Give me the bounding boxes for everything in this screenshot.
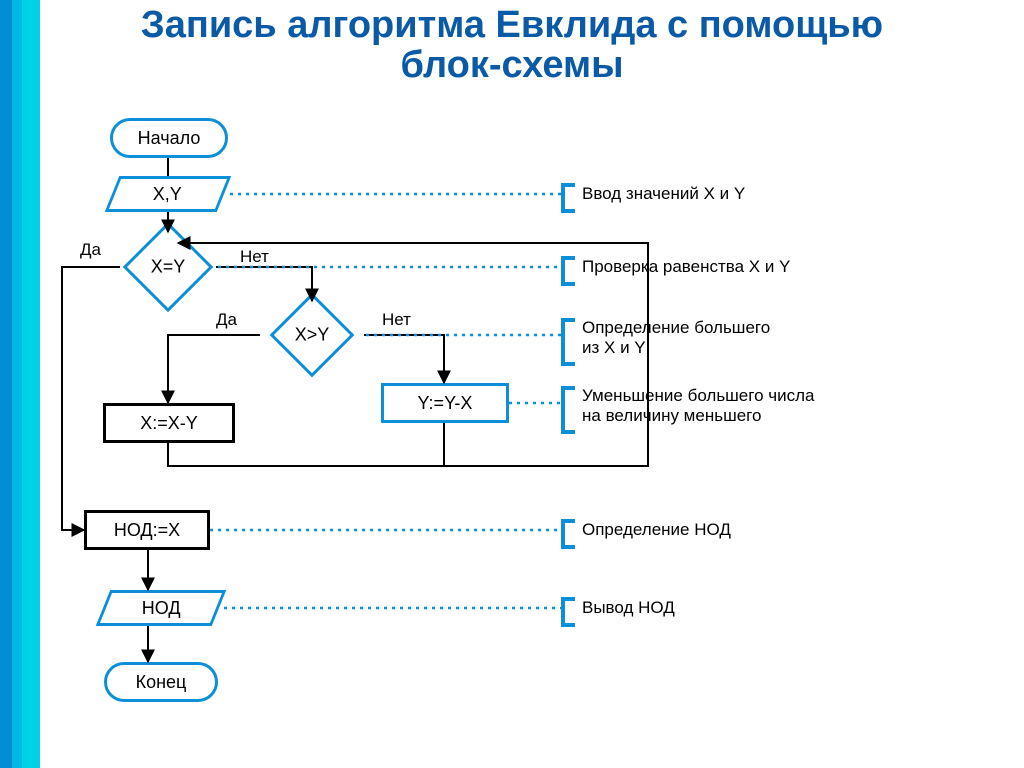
bracket-input — [561, 183, 575, 213]
label-eq-yes: Да — [80, 240, 101, 260]
legend-sub: Уменьшение большего числа на величину ме… — [582, 386, 815, 426]
left-ribbon — [0, 0, 40, 768]
bracket-gt — [561, 318, 575, 366]
node-xsub: X:=X-Y — [103, 403, 235, 443]
legend-nodset: Определение НОД — [582, 520, 731, 540]
node-eq: X=Y — [120, 232, 216, 302]
legend-gt-l1: Определение большего — [582, 318, 770, 337]
slide-frame: Запись алгоритма Евклида с помощью блок-… — [0, 0, 1024, 768]
label-gt-yes: Да — [216, 310, 237, 330]
node-gt-label: X>Y — [295, 325, 330, 346]
node-end: Конец — [104, 662, 218, 702]
node-start: Начало — [110, 118, 228, 158]
node-gt: X>Y — [260, 301, 364, 369]
node-ysub: Y:=Y-X — [381, 383, 509, 423]
label-eq-no: Нет — [240, 247, 269, 267]
node-eq-label: X=Y — [151, 257, 186, 278]
node-xsub-label: X:=X-Y — [140, 413, 198, 434]
node-nodset: НОД:=X — [84, 510, 210, 550]
legend-sub-l2: на величину меньшего — [582, 406, 761, 425]
legend-gt: Определение большего из X и Y — [582, 318, 770, 358]
node-input-label: X,Y — [153, 184, 182, 205]
label-gt-no: Нет — [382, 310, 411, 330]
node-ysub-label: Y:=Y-X — [418, 393, 473, 414]
title-line-2: блок-схемы — [0, 46, 1024, 86]
legend-sub-l1: Уменьшение большего числа — [582, 386, 815, 405]
node-end-label: Конец — [136, 672, 187, 693]
title-line-1: Запись алгоритма Евклида с помощью — [0, 6, 1024, 46]
bracket-sub — [561, 386, 575, 434]
bracket-nodset — [561, 519, 575, 549]
node-start-label: Начало — [138, 128, 201, 149]
legend-eq: Проверка равенства X и Y — [582, 257, 790, 277]
slide-title: Запись алгоритма Евклида с помощью блок-… — [0, 6, 1024, 86]
bracket-eq — [561, 256, 575, 286]
node-input: X,Y — [105, 176, 232, 212]
node-output: НОД — [96, 590, 227, 626]
legend-gt-l2: из X и Y — [582, 338, 646, 357]
node-output-label: НОД — [142, 598, 181, 619]
legend-input: Ввод значений X и Y — [582, 184, 745, 204]
node-nodset-label: НОД:=X — [114, 520, 180, 541]
flow-wiring — [0, 0, 1024, 768]
bracket-output — [561, 597, 575, 627]
legend-output: Вывод НОД — [582, 598, 675, 618]
